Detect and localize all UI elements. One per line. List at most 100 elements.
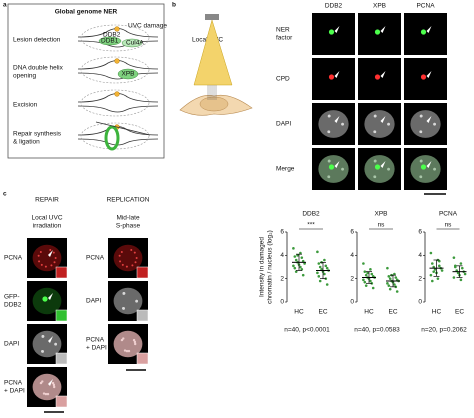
focus: [125, 265, 128, 268]
focus: [40, 263, 43, 266]
chromocenter: [122, 307, 125, 310]
chromocenter: [41, 335, 45, 338]
chart-title: DDB2: [302, 211, 320, 218]
spot: [42, 296, 48, 302]
significance: ***: [307, 222, 315, 229]
focus: [125, 349, 129, 353]
focus: [134, 261, 137, 264]
row-label: DAPI: [4, 341, 19, 348]
arrowhead: [48, 336, 53, 343]
focus: [121, 263, 124, 266]
data-point: [325, 266, 329, 270]
nucleus-image: [32, 244, 62, 272]
data-point: [440, 269, 444, 272]
focus: [119, 260, 122, 263]
data-point: [363, 280, 367, 284]
data-point: [459, 262, 463, 265]
spot: [328, 74, 335, 80]
data-point: [362, 278, 365, 282]
row-label: NER: [276, 27, 290, 34]
focus: [53, 385, 56, 389]
data-point: [316, 250, 319, 254]
data-point: [299, 251, 302, 255]
row-label: + DAPI: [4, 388, 25, 395]
data-point: [296, 254, 299, 257]
data-point: [293, 255, 297, 258]
row-label: PCNA: [86, 337, 105, 344]
data-point: [433, 268, 437, 271]
spot: [420, 29, 427, 35]
focus: [132, 338, 136, 342]
nucleus-image: [364, 110, 395, 138]
label: DDB1: [101, 38, 119, 45]
spot: [420, 74, 427, 80]
data-point: [299, 265, 302, 269]
step-label: Excision: [13, 102, 38, 109]
focus: [52, 251, 55, 254]
data-point: [386, 282, 389, 285]
data-point: [324, 264, 328, 268]
nucleus-tint: [364, 155, 395, 183]
data-point: [461, 266, 464, 270]
dna-strand: [77, 105, 159, 113]
arrowhead: [426, 161, 432, 168]
data-point: [456, 271, 460, 275]
column-header: PCNA: [416, 3, 435, 10]
panel-frame: [7, 3, 165, 159]
focus: [54, 257, 57, 259]
panel-letter: b: [172, 2, 176, 9]
focus: [39, 250, 42, 253]
chromocenter: [341, 168, 344, 171]
data-point: [318, 279, 322, 283]
step-label: Lesion detection: [13, 37, 61, 44]
chromocenter: [135, 299, 138, 303]
panel-title: Global genome NER: [55, 9, 118, 16]
chromocenter: [327, 175, 330, 178]
focus: [120, 250, 123, 253]
focus: [53, 261, 56, 264]
micrograph: [404, 58, 447, 100]
lesion: [114, 58, 120, 64]
data-point: [371, 286, 375, 290]
focus: [120, 338, 124, 342]
arrowhead: [334, 26, 340, 33]
label: XPB: [121, 71, 134, 78]
row-label: Merge: [276, 166, 295, 173]
data-point: [292, 247, 295, 250]
arrowhead: [380, 116, 386, 123]
inset: [55, 309, 68, 322]
inset: [55, 266, 68, 279]
lamp: [205, 14, 219, 20]
arrowhead: [334, 116, 340, 123]
heading: REPAIR: [35, 197, 59, 204]
data-point: [459, 278, 463, 282]
row-label: DAPI: [276, 121, 291, 128]
data-point: [301, 273, 305, 277]
data-point: [438, 264, 441, 268]
focus: [133, 340, 137, 344]
nucleus-image: [113, 287, 143, 315]
data-point: [463, 272, 467, 276]
focus: [118, 254, 121, 257]
y-tick-label: 6: [418, 229, 422, 236]
data-point: [293, 266, 297, 270]
inset: [55, 395, 68, 408]
chromocenter: [327, 130, 330, 133]
nucleus-image: [410, 110, 441, 138]
arrowhead: [426, 26, 432, 33]
nucleus-tint: [318, 155, 349, 183]
data-point: [292, 264, 295, 268]
arrowhead: [334, 71, 340, 78]
heading: REPLICATION: [107, 197, 150, 204]
focus: [131, 264, 134, 267]
data-point: [325, 283, 329, 286]
data-point: [431, 279, 434, 283]
data-point: [431, 262, 434, 265]
y-tick-label: 2: [280, 275, 284, 282]
condition: irradiation: [33, 223, 62, 230]
y-axis-label: Intensity in damaged: [259, 237, 266, 297]
label: DDB2: [103, 32, 121, 39]
data-point: [303, 262, 306, 265]
row-label: factor: [276, 35, 293, 42]
